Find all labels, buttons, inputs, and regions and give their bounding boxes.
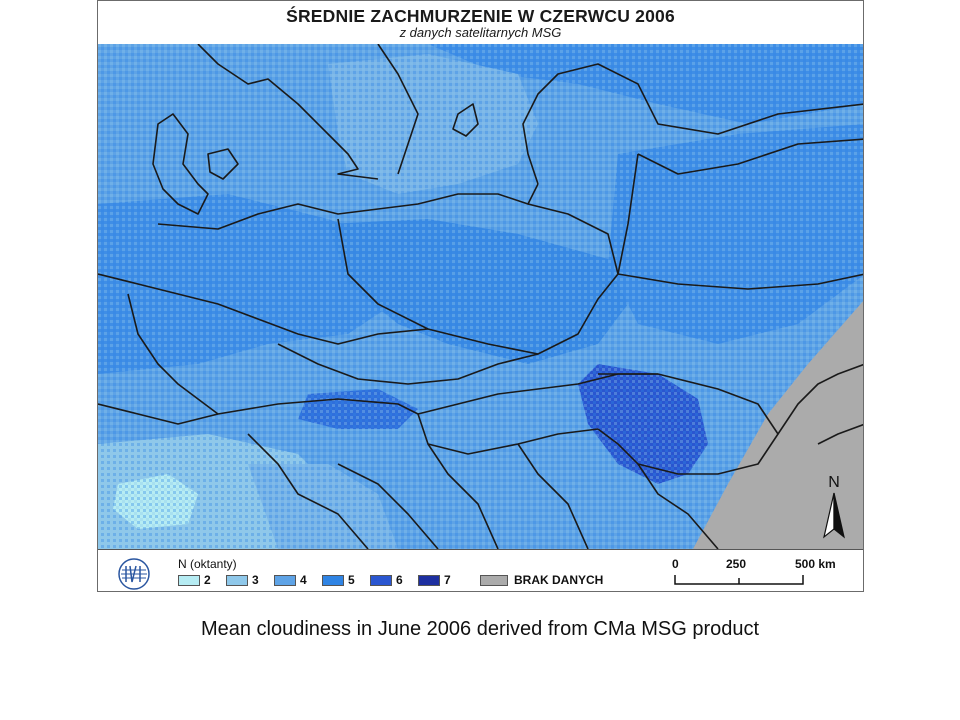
legend-label-5: 6 bbox=[396, 573, 403, 587]
north-label: N bbox=[828, 474, 840, 491]
cloudiness-map bbox=[98, 44, 863, 549]
north-arrow-left bbox=[823, 492, 835, 539]
legend-swatch-5 bbox=[370, 575, 392, 586]
legend-swatch-1 bbox=[178, 575, 200, 586]
north-arrow-right bbox=[833, 492, 845, 539]
scale-bar bbox=[674, 575, 804, 585]
scale-label-0: 0 bbox=[672, 557, 679, 571]
legend-swatch-2 bbox=[226, 575, 248, 586]
no-data-area bbox=[693, 301, 863, 549]
scale-label-250: 250 bbox=[726, 557, 747, 571]
legend-heading: N (oktanty) bbox=[178, 557, 237, 571]
legend-bar: N (oktanty) 2 3 4 5 6 7 BRAK DANYCH 0 250 500 … bbox=[98, 549, 863, 591]
legend-swatch-4 bbox=[322, 575, 344, 586]
legend-swatch-3 bbox=[274, 575, 296, 586]
legend-label-3: 4 bbox=[300, 573, 307, 587]
imgw-logo-icon bbox=[118, 558, 150, 590]
legend-swatch-6 bbox=[418, 575, 440, 586]
map-title-box: ŚREDNIE ZACHMURZENIE W CZERWCU 2006 z da… bbox=[98, 1, 863, 44]
legend-swatch-7 bbox=[480, 575, 508, 586]
legend-label-2: 3 bbox=[252, 573, 259, 587]
scale-label-500: 500 km bbox=[795, 557, 836, 571]
legend-label-7: BRAK DANYCH bbox=[514, 573, 604, 587]
north-arrow: N bbox=[823, 474, 845, 539]
legend-label-4: 5 bbox=[348, 573, 355, 587]
map-title: ŚREDNIE ZACHMURZENIE W CZERWCU 2006 bbox=[286, 6, 675, 26]
map-figure: ŚREDNIE ZACHMURZENIE W CZERWCU 2006 z da… bbox=[97, 0, 864, 592]
country-borders bbox=[98, 44, 863, 549]
legend-label-1: 2 bbox=[204, 573, 211, 587]
legend-label-6: 7 bbox=[444, 573, 451, 587]
figure-caption: Mean cloudiness in June 2006 derived fro… bbox=[200, 618, 760, 640]
map-subtitle: z danych satelitarnych MSG bbox=[399, 25, 562, 40]
